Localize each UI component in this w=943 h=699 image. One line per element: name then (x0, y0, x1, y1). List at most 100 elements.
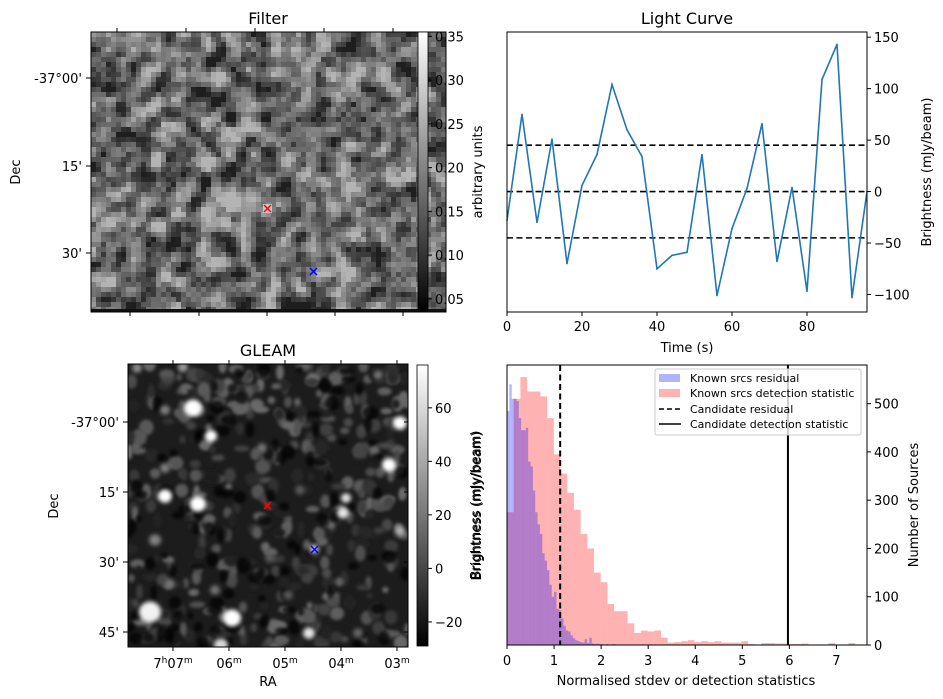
light-curve-point (536, 221, 538, 224)
light-curve-point (731, 227, 733, 230)
histogram-bar (523, 430, 526, 645)
legend-label: Candidate detection statistic (690, 418, 848, 431)
gleam-source-blob (149, 534, 161, 546)
xtick-label: 5 (738, 654, 746, 669)
ytick-label: 50 (874, 134, 891, 149)
histogram-bar (667, 642, 675, 645)
filter-ylabel: Dec (9, 159, 24, 184)
histogram-bar (781, 643, 789, 645)
legend-label: Candidate residual (690, 403, 793, 416)
xtick-label: 3 (644, 654, 652, 669)
histogram-bar (567, 492, 574, 645)
light-curve-point (851, 296, 853, 299)
filter-noise-image (91, 32, 446, 312)
histogram-bar (521, 430, 524, 645)
gleam-source-blob (341, 493, 351, 503)
histogram-bar (511, 398, 515, 645)
gleam-xlabel: RA (259, 675, 277, 690)
xtick-label: 60 (724, 320, 741, 335)
colorbar-tick-label: 20 (435, 509, 452, 524)
colorbar-tick-label: 0.05 (435, 293, 464, 308)
histogram-bar (587, 643, 590, 645)
filter-colorbar (418, 32, 428, 312)
gleam-colorbar-label: Brightness (mJy/beam) (470, 432, 485, 581)
ytick-label: 200 (874, 542, 899, 557)
gleam-ytick-label: -37°00' (71, 416, 119, 431)
gleam-xtick-label: 04m (328, 656, 353, 672)
light-curve-point (566, 262, 568, 265)
histogram-bar (509, 384, 512, 645)
histogram-bar (507, 410, 510, 645)
xtick-label: 0 (503, 654, 511, 669)
light-curve-point (806, 290, 808, 293)
histogram-bar (687, 640, 695, 645)
gleam-source-blob (135, 435, 145, 445)
light-curve-panel: Light Curve 0 20 40 60 80 −100 −50 0 50 100 150 T… (503, 9, 935, 356)
histogram-bar (525, 427, 529, 645)
histogram-bar (596, 643, 599, 645)
colorbar-tick-label: 0 (435, 562, 443, 577)
histogram-bar (714, 641, 722, 645)
gleam-colorbar (417, 365, 428, 646)
gleam-source-blob (160, 405, 170, 415)
xtick-label: 1 (550, 654, 558, 669)
gleam-source-blob (295, 485, 305, 495)
gleam-source-blob (158, 489, 172, 503)
histogram-bar (568, 631, 571, 645)
light-curve-threshold-lines (507, 144, 867, 239)
light-curve-point (626, 128, 628, 131)
histogram-bar (654, 630, 662, 645)
gleam-ylabel: Dec (47, 493, 62, 518)
gleam-source-blob (139, 601, 161, 623)
xtick-label: 40 (649, 320, 666, 335)
histogram-bar (591, 643, 595, 645)
light-curve-point (521, 113, 523, 116)
gleam-dec-ticks: -37°00' 15' 30' 45' (71, 416, 128, 641)
xtick-label: 6 (785, 654, 793, 669)
histogram-bar (661, 637, 668, 645)
ytick-label: 0 (874, 639, 882, 654)
histogram-bar (828, 643, 836, 645)
legend-label: Known srcs residual (690, 372, 799, 385)
gleam-source-blob (265, 553, 275, 563)
gleam-title: GLEAM (240, 341, 296, 360)
gleam-image (128, 364, 408, 647)
histogram-bar (507, 512, 514, 645)
light-curve-point (551, 138, 553, 140)
colorbar-tick-label: 0.15 (435, 205, 464, 220)
histogram-bar (774, 643, 782, 645)
histogram-bar (537, 524, 540, 645)
legend-detection-swatch (659, 389, 680, 397)
histogram-bar (600, 582, 608, 645)
histogram-bar (640, 630, 648, 645)
gleam-xtick-labels: 7h07m 06m 05m 04m 03m (153, 656, 409, 672)
light-curve-xlabel: Time (s) (660, 341, 714, 356)
histogram-bar (540, 396, 548, 645)
gleam-source-blob (257, 443, 267, 453)
histogram-bar (727, 642, 735, 645)
histogram-bar (620, 611, 628, 645)
ytick-label: 400 (874, 446, 899, 461)
gleam-ra-ticks (172, 360, 408, 651)
light-curve-point (716, 294, 718, 297)
legend-label: Known srcs detection statistic (690, 387, 854, 400)
gleam-ytick-label: 45' (99, 626, 119, 641)
histogram-bar (694, 642, 702, 645)
histogram-bar (518, 418, 522, 645)
gleam-source-blob (393, 416, 407, 430)
gleam-source-blob (210, 585, 220, 595)
filter-frame (90, 31, 447, 313)
colorbar-tick-label: 0.35 (435, 30, 464, 45)
histogram-bar (580, 533, 588, 645)
gleam-ytick-label: 15' (99, 486, 119, 501)
histogram-bar (561, 618, 564, 645)
gleam-source-blob (337, 507, 349, 519)
gleam-xtick-label: 03m (384, 656, 409, 672)
gleam-source-blob (132, 364, 142, 373)
histogram-bar (547, 418, 554, 645)
filter-title: Filter (248, 9, 288, 28)
histogram-bar (674, 642, 682, 645)
filter-colorbar-label: arbitrary units (471, 125, 486, 218)
histogram-bar (549, 584, 552, 645)
histogram-bar (768, 643, 775, 645)
